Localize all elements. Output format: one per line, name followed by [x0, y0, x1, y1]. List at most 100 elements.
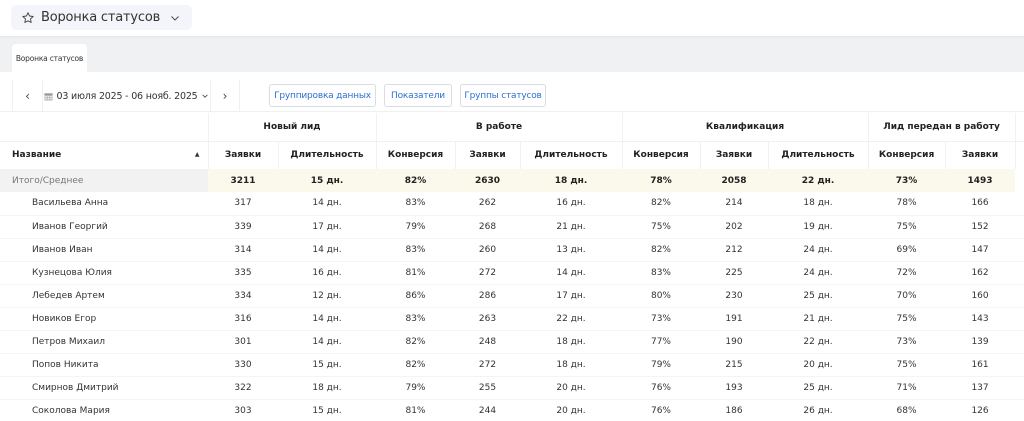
column-header-conversion[interactable]: Конверсия: [868, 141, 946, 169]
status-groups-button[interactable]: Группы статусов: [460, 84, 546, 107]
table-row[interactable]: Кузнецова Юлия 335 16 дн. 81% 272 14 дн. 83% 22…: [0, 261, 1024, 285]
column-header-requests[interactable]: Заявки: [208, 141, 279, 169]
funnel-table: Новый лид В работе Квалификация Лид пере…: [0, 113, 1024, 421]
cell: 186: [700, 399, 768, 421]
cell: 83%: [376, 307, 455, 331]
cell: 14 дн.: [278, 307, 376, 331]
spacer: [1015, 169, 1024, 192]
cell: 20 дн.: [520, 376, 622, 400]
column-header-requests[interactable]: Заявки: [455, 141, 521, 169]
next-period-button[interactable]: ›: [210, 80, 240, 112]
cell: 81%: [376, 399, 455, 421]
cell: 225: [700, 261, 768, 285]
tab-strip: Воронка статусов: [0, 36, 1024, 72]
cell: 322: [208, 376, 278, 400]
column-header-requests[interactable]: Заявки: [945, 141, 1016, 169]
table-row[interactable]: Петров Михаил 301 14 дн. 82% 248 18 дн. 77% 190…: [0, 330, 1024, 354]
spacer: [1015, 192, 1024, 216]
cell: 75%: [622, 215, 700, 239]
cell: 75%: [868, 215, 946, 239]
cell: 191: [700, 307, 768, 331]
cell: 215: [700, 353, 768, 377]
report-title-dropdown[interactable]: Воронка статусов: [11, 5, 193, 30]
cell: 21 дн.: [520, 215, 622, 239]
table-row[interactable]: Новиков Егор 316 14 дн. 83% 263 22 дн. 73% 191 2…: [0, 307, 1024, 331]
cell: 24 дн.: [768, 238, 869, 262]
top-bar: Воронка статусов: [0, 0, 1024, 36]
cell: 68%: [868, 399, 946, 421]
tab-status-funnel[interactable]: Воронка статусов: [12, 44, 87, 72]
cell: 82%: [622, 192, 700, 216]
cell: 14 дн.: [278, 238, 376, 262]
header-spacer: [0, 113, 209, 142]
cell: 73%: [868, 169, 946, 192]
row-name: Иванов Георгий: [0, 215, 208, 239]
chevron-down-icon: [171, 15, 179, 21]
table-row[interactable]: Иванов Иван 314 14 дн. 83% 260 13 дн. 82% 212 24…: [0, 238, 1024, 262]
row-name: Попов Никита: [0, 353, 208, 377]
cell: 147: [945, 238, 1016, 262]
cell: 137: [945, 376, 1016, 400]
cell: 69%: [868, 238, 946, 262]
group-header-in-progress: В работе: [376, 113, 623, 142]
cell: 80%: [622, 284, 700, 308]
cell: 3211: [208, 169, 278, 192]
cell: 73%: [622, 307, 700, 331]
cell: 15 дн.: [278, 353, 376, 377]
header-spacer: [1015, 113, 1024, 142]
total-row: Итого/Среднее 3211 15 дн. 82% 2630 18 дн…: [0, 169, 1024, 192]
cell: 263: [455, 307, 520, 331]
spacer: [1015, 261, 1024, 285]
column-header-duration[interactable]: Длительность: [768, 141, 869, 169]
cell: 75%: [868, 353, 946, 377]
cell: 82%: [376, 169, 455, 192]
column-header-duration[interactable]: Длительность: [278, 141, 377, 169]
column-header-name[interactable]: Название ▲: [0, 141, 209, 169]
cell: 244: [455, 399, 520, 421]
table-row[interactable]: Васильева Анна 317 14 дн. 83% 262 16 дн. 82% 21…: [0, 192, 1024, 216]
star-icon[interactable]: [21, 11, 35, 25]
cell: 15 дн.: [278, 399, 376, 421]
date-range-picker[interactable]: 03 июля 2025 - 06 нояб. 2025: [42, 80, 210, 112]
cell: 24 дн.: [768, 261, 869, 285]
sort-asc-icon[interactable]: ▲: [194, 150, 200, 158]
chevron-left-icon: ‹: [25, 89, 30, 103]
column-header-duration[interactable]: Длительность: [520, 141, 623, 169]
cell: 78%: [868, 192, 946, 216]
spacer: [1015, 238, 1024, 262]
cell: 76%: [622, 399, 700, 421]
total-label: Итого/Среднее: [0, 169, 208, 192]
cell: 126: [945, 399, 1016, 421]
row-name: Новиков Егор: [0, 307, 208, 331]
cell: 286: [455, 284, 520, 308]
column-header-conversion[interactable]: Конверсия: [622, 141, 701, 169]
cell: 72%: [868, 261, 946, 285]
column-header-conversion[interactable]: Конверсия: [376, 141, 456, 169]
cell: 22 дн.: [768, 330, 869, 354]
table-row[interactable]: Соколова Мария 303 15 дн. 81% 244 20 дн. 76% 18…: [0, 399, 1024, 421]
cell: 16 дн.: [278, 261, 376, 285]
cell: 25 дн.: [768, 284, 869, 308]
prev-period-button[interactable]: ‹: [12, 80, 42, 112]
table-row[interactable]: Смирнов Дмитрий 322 18 дн. 79% 255 20 дн. 76% 1…: [0, 376, 1024, 400]
cell: 255: [455, 376, 520, 400]
data-grouping-button[interactable]: Группировка данных: [269, 84, 376, 107]
table-row[interactable]: Попов Никита 330 15 дн. 82% 272 18 дн. 79% 215 2…: [0, 353, 1024, 377]
metrics-button[interactable]: Показатели: [384, 84, 452, 107]
cell: 75%: [868, 307, 946, 331]
cell: 19 дн.: [768, 215, 869, 239]
cell: 18 дн.: [520, 169, 622, 192]
column-header-name-label: Название: [12, 150, 62, 161]
column-header-requests[interactable]: Заявки: [700, 141, 769, 169]
cell: 83%: [376, 238, 455, 262]
cell: 335: [208, 261, 278, 285]
header-spacer: [1015, 141, 1024, 169]
cell: 161: [945, 353, 1016, 377]
table-row[interactable]: Иванов Георгий 339 17 дн. 79% 268 21 дн. 75% 20…: [0, 215, 1024, 239]
table-row[interactable]: Лебедев Артем 334 12 дн. 86% 286 17 дн. 80% 230…: [0, 284, 1024, 308]
cell: 139: [945, 330, 1016, 354]
cell: 17 дн.: [520, 284, 622, 308]
spacer: [1015, 307, 1024, 331]
date-range-value: 03 июля 2025 - 06 нояб. 2025: [56, 90, 198, 102]
cell: 15 дн.: [278, 169, 376, 192]
